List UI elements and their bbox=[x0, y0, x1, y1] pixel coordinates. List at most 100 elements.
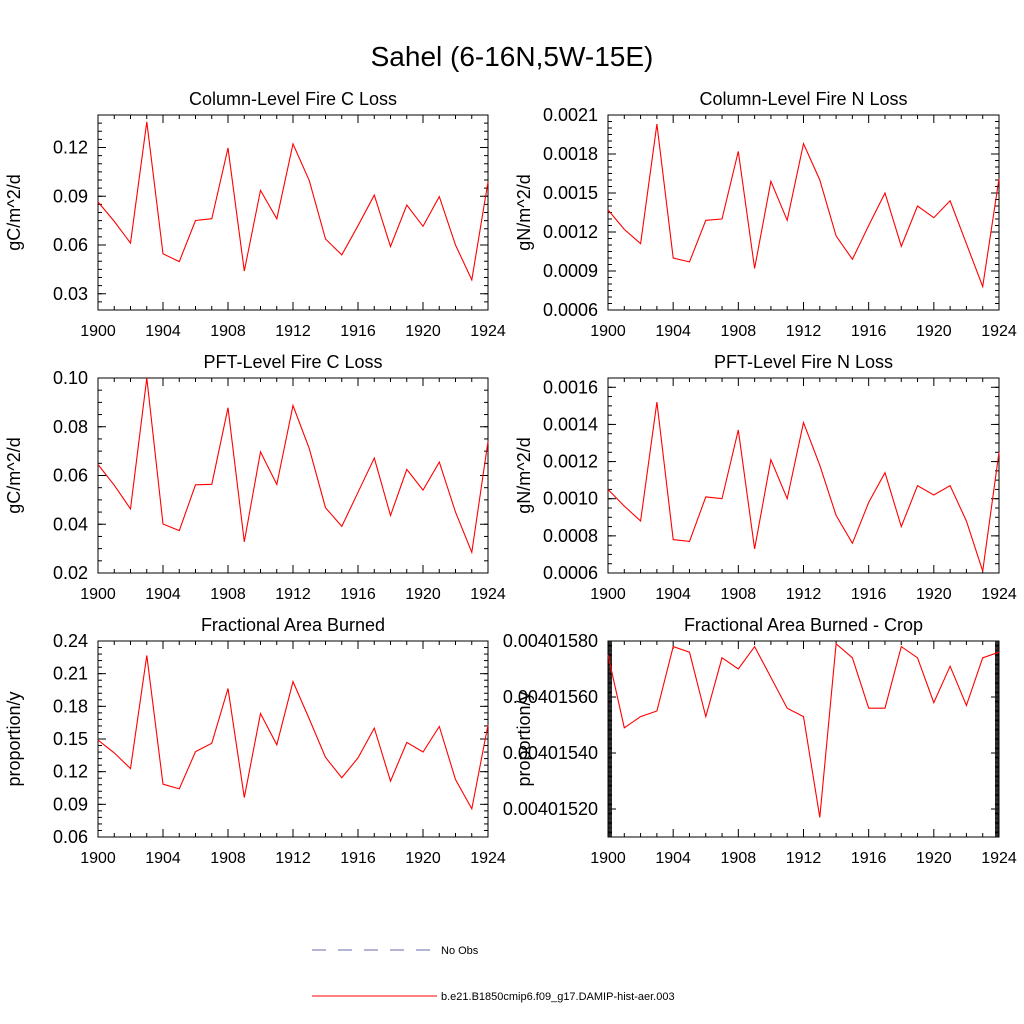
panel-title: Column-Level Fire C Loss bbox=[189, 89, 397, 109]
chart-panel-4: 1900 1904 1908 1912 1916 1920 1924 0.0006 0.0008… bbox=[514, 352, 1017, 603]
legend-label: b.e21.B1850cmip6.f09_g17.DAMIP-hist-aer.… bbox=[441, 991, 675, 1003]
x-tick-label: 1920 bbox=[405, 850, 441, 867]
y-tick-label: 0.0008 bbox=[543, 526, 598, 546]
x-tick-label: 1904 bbox=[145, 586, 181, 603]
x-tick-label: 1900 bbox=[590, 850, 626, 867]
y-tick-label: 0.18 bbox=[53, 696, 88, 716]
series-line bbox=[607, 642, 1000, 818]
y-tick-label: 0.0015 bbox=[543, 183, 598, 203]
panel-title: Column-Level Fire N Loss bbox=[699, 89, 907, 109]
x-tick-label: 1904 bbox=[145, 323, 181, 340]
x-tick-label: 1900 bbox=[80, 323, 116, 340]
y-tick-label: 0.09 bbox=[53, 186, 88, 206]
y-tick-label: 0.06 bbox=[53, 827, 88, 847]
y-tick-label: 0.00401540 bbox=[503, 743, 598, 763]
y-tick-label: 0.21 bbox=[53, 664, 88, 684]
y-tick-label: 0.0021 bbox=[543, 105, 598, 125]
x-tick-label: 1912 bbox=[275, 586, 311, 603]
y-tick-label: 0.00401560 bbox=[503, 687, 598, 707]
x-tick-label: 1916 bbox=[851, 586, 887, 603]
series-line bbox=[97, 377, 489, 555]
x-tick-label: 1912 bbox=[275, 323, 311, 340]
x-tick-label: 1924 bbox=[981, 850, 1017, 867]
y-tick-label: 0.0016 bbox=[543, 377, 598, 397]
x-tick-label: 1908 bbox=[210, 323, 246, 340]
x-tick-label: 1920 bbox=[916, 850, 952, 867]
figure-title: Sahel (6-16N,5W-15E) bbox=[371, 41, 654, 72]
x-tick-label: 1900 bbox=[590, 586, 626, 603]
x-tick-label: 1900 bbox=[80, 586, 116, 603]
x-tick-label: 1900 bbox=[80, 850, 116, 867]
x-tick-label: 1916 bbox=[340, 586, 376, 603]
panel-title: Fractional Area Burned - Crop bbox=[684, 615, 923, 635]
y-tick-label: 0.02 bbox=[53, 563, 88, 583]
chart-panel-5: 1900 1904 1908 1912 1916 1920 1924 0.06 0.09 0.12… bbox=[4, 615, 506, 867]
y-axis-label: gC/m^2/d bbox=[4, 174, 24, 250]
x-tick-label: 1912 bbox=[786, 323, 822, 340]
series-line bbox=[97, 121, 489, 282]
x-tick-label: 1916 bbox=[340, 323, 376, 340]
y-tick-label: 0.06 bbox=[53, 235, 88, 255]
y-tick-label: 0.08 bbox=[53, 417, 88, 437]
x-tick-label: 1924 bbox=[470, 586, 506, 603]
x-tick-label: 1908 bbox=[721, 850, 757, 867]
series-line bbox=[607, 402, 1000, 572]
y-tick-label: 0.15 bbox=[53, 729, 88, 749]
y-tick-label: 0.24 bbox=[53, 631, 88, 651]
x-tick-label: 1916 bbox=[851, 323, 887, 340]
y-tick-label: 0.00401520 bbox=[503, 799, 598, 819]
x-tick-label: 1904 bbox=[655, 586, 691, 603]
y-tick-label: 0.06 bbox=[53, 466, 88, 486]
y-tick-label: 0.0010 bbox=[543, 489, 598, 509]
y-tick-label: 0.0012 bbox=[543, 452, 598, 472]
x-tick-label: 1908 bbox=[721, 586, 757, 603]
y-tick-label: 0.0006 bbox=[543, 563, 598, 583]
y-tick-label: 0.0006 bbox=[543, 300, 598, 320]
y-tick-label: 0.0018 bbox=[543, 144, 598, 164]
x-tick-label: 1908 bbox=[721, 323, 757, 340]
y-axis-label: proportion/y bbox=[4, 691, 24, 786]
chart-panel-2: 1900 1904 1908 1912 1916 1920 1924 0.0006 0.0009… bbox=[514, 89, 1017, 340]
y-axis-label: proportion/y bbox=[514, 691, 534, 786]
chart-panel-6: 1900 1904 1908 1912 1916 1920 1924 0.00401520 0.… bbox=[503, 615, 1017, 867]
y-tick-label: 0.10 bbox=[53, 368, 88, 388]
x-tick-label: 1916 bbox=[340, 850, 376, 867]
y-tick-label: 0.03 bbox=[53, 284, 88, 304]
x-tick-label: 1920 bbox=[405, 586, 441, 603]
x-tick-label: 1912 bbox=[786, 586, 822, 603]
panel-title: PFT-Level Fire N Loss bbox=[714, 352, 893, 372]
series-line bbox=[97, 655, 489, 811]
y-tick-label: 0.09 bbox=[53, 794, 88, 814]
x-tick-label: 1904 bbox=[145, 850, 181, 867]
y-tick-label: 0.00401580 bbox=[503, 631, 598, 651]
x-tick-label: 1912 bbox=[786, 850, 822, 867]
panel-title: PFT-Level Fire C Loss bbox=[203, 352, 382, 372]
x-tick-label: 1924 bbox=[470, 850, 506, 867]
panel-title: Fractional Area Burned bbox=[201, 615, 385, 635]
y-tick-label: 0.0012 bbox=[543, 222, 598, 242]
x-tick-label: 1900 bbox=[590, 323, 626, 340]
x-tick-label: 1920 bbox=[916, 586, 952, 603]
y-tick-label: 0.04 bbox=[53, 514, 88, 534]
x-tick-label: 1904 bbox=[655, 323, 691, 340]
x-tick-label: 1908 bbox=[210, 586, 246, 603]
x-tick-label: 1924 bbox=[981, 323, 1017, 340]
y-axis-label: gN/m^2/d bbox=[514, 174, 534, 250]
x-tick-label: 1912 bbox=[275, 850, 311, 867]
x-tick-label: 1908 bbox=[210, 850, 246, 867]
series-line bbox=[607, 124, 1000, 289]
x-tick-label: 1916 bbox=[851, 850, 887, 867]
y-tick-label: 0.0014 bbox=[543, 414, 598, 434]
chart-panel-1: 1900 1904 1908 1912 1916 1920 1924 0.03 0.06 0.09… bbox=[4, 89, 506, 340]
x-tick-label: 1920 bbox=[405, 323, 441, 340]
x-tick-label: 1920 bbox=[916, 323, 952, 340]
chart-panel-3: 1900 1904 1908 1912 1916 1920 1924 0.02 0.04 0.06… bbox=[4, 352, 506, 603]
x-tick-label: 1904 bbox=[655, 850, 691, 867]
legend: No Obs b.e21.B1850cmip6.f09_g17.DAMIP-his… bbox=[312, 945, 675, 1003]
x-tick-label: 1924 bbox=[981, 586, 1017, 603]
legend-label: No Obs bbox=[441, 945, 479, 957]
y-axis-label: gN/m^2/d bbox=[514, 437, 534, 513]
y-axis-label: gC/m^2/d bbox=[4, 437, 24, 513]
y-tick-label: 0.0009 bbox=[543, 261, 598, 281]
